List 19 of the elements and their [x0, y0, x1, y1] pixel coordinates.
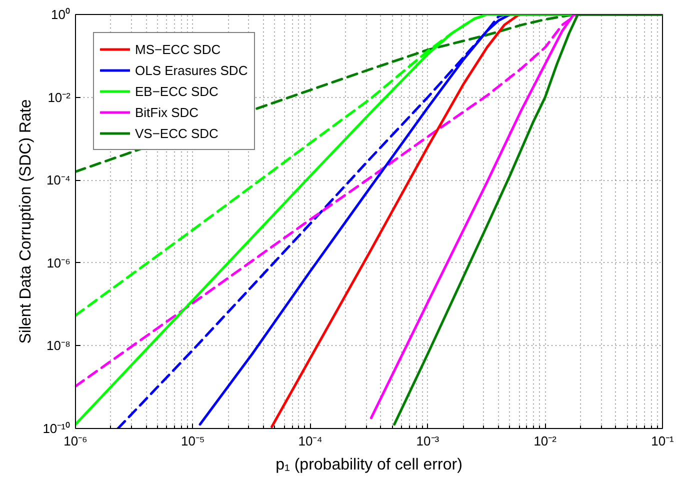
x-tick-label: 10⁻³: [416, 434, 440, 448]
x-tick-label: 10⁻²: [534, 434, 558, 448]
x-axis-title: p₁ (probability of cell error): [276, 456, 462, 474]
legend-label: VS−ECC SDC: [135, 125, 218, 141]
x-tick-label: 10⁻⁶: [64, 434, 88, 448]
y-tick-label: 10⁻²: [48, 90, 72, 105]
y-tick-label: 10⁰: [51, 7, 71, 22]
y-tick-label: 10⁻⁴: [46, 172, 70, 188]
y-tick-label: 10⁻⁸: [46, 338, 71, 354]
y-tick-label: 10⁻⁶: [46, 255, 70, 270]
y-axis-title: Silent Data Corruption (SDC) Rate: [18, 99, 35, 344]
x-tick-label: 10⁻⁴: [298, 434, 322, 448]
y-tick-label: 10⁻¹⁰: [42, 421, 71, 436]
legend-label: EB−ECC SDC: [135, 83, 218, 99]
legend-label: MS−ECC SDC: [135, 41, 221, 57]
x-tick-label: 10⁻⁵: [180, 434, 205, 448]
legend-label: OLS Erasures SDC: [135, 62, 248, 78]
legend-label: BitFix SDC: [135, 104, 199, 120]
x-tick-label: 10⁻¹: [651, 434, 675, 448]
